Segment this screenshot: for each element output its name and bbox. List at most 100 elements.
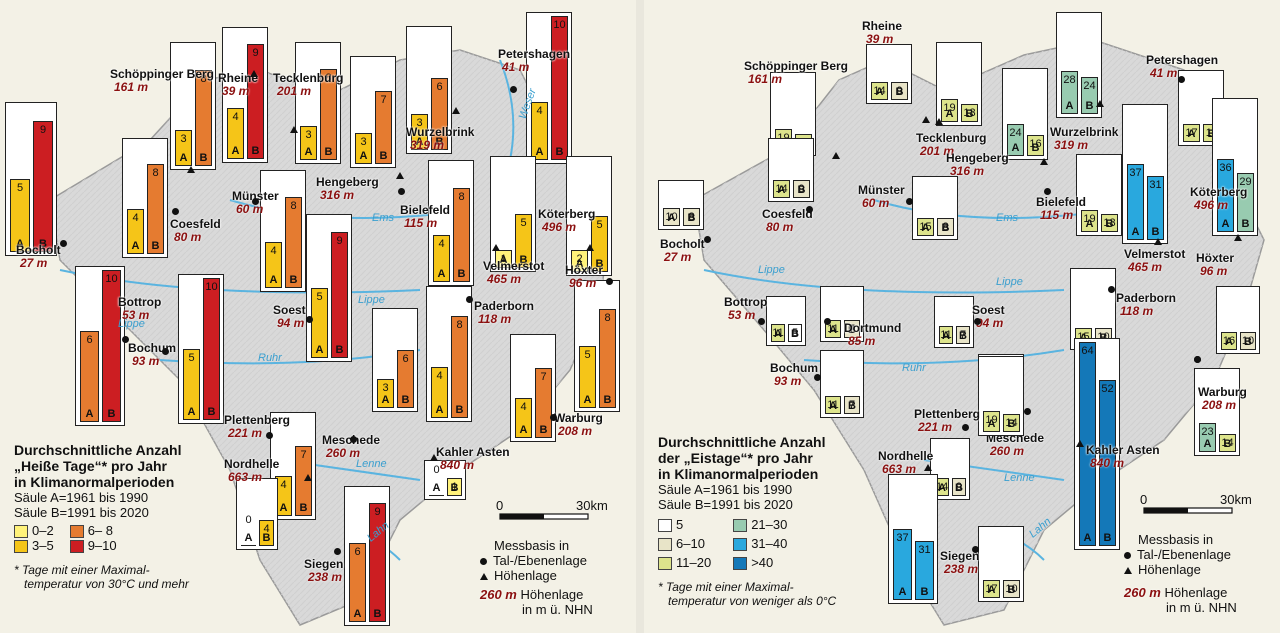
station-chart: 6 A 10 B [75, 266, 125, 426]
bar-value: 24 [1009, 127, 1022, 139]
class-label: 6–10 [676, 536, 705, 551]
bar-period-letter: B [1031, 142, 1040, 154]
bar-period-letter: A [131, 240, 140, 252]
bar-value: 23 [1201, 426, 1214, 438]
station-chart: 19 A 13 B [1076, 154, 1122, 236]
class-swatch [14, 525, 28, 539]
station-chart: 23 A 14 B [1194, 368, 1240, 456]
station-chart: 5 A 10 B [178, 274, 224, 424]
station-chart: 14 A 9 B [866, 44, 912, 104]
station-chart: 24 A 16 B [1002, 68, 1048, 160]
bar-value: 1 [451, 481, 458, 493]
bar-period-letter: B [379, 150, 388, 162]
bar-period-letter: B [207, 406, 216, 418]
elevation-triangle-icon [480, 573, 488, 580]
river-lippe-label: Lippe [758, 264, 785, 276]
bar-period-letter: B [373, 608, 382, 620]
station-chart: 14 A 9 B [768, 138, 814, 202]
station-elevation: 201 m [277, 84, 312, 98]
legend-classes: 5 6–10 11–20 21–30 31–40 >40 [658, 515, 836, 572]
bar-a: 14 A [773, 180, 790, 198]
station-name: Höxter [1196, 251, 1235, 265]
bar-value: 8 [604, 312, 611, 324]
valley-station-dot-icon [122, 336, 129, 343]
bar-value: 14 [1005, 417, 1018, 429]
station-name: Nordhelle [878, 449, 934, 463]
bar-value: 8 [942, 221, 949, 233]
station-name: Soest [972, 303, 1005, 317]
legend-messbasis: Messbasis in Tal-/Ebenenlage Höhenlage 2… [480, 538, 593, 617]
elevation-station-triangle-icon [1076, 440, 1084, 447]
bar-value: 29 [1239, 176, 1252, 188]
elevation-station-triangle-icon [492, 244, 500, 251]
bar-period-letter: B [1151, 226, 1160, 238]
legend-messbasis: Messbasis in Tal-/Ebenenlage Höhenlage 2… [1124, 532, 1237, 615]
bar-value: 19 [985, 414, 998, 426]
bar-value: 8 [200, 73, 207, 85]
bar-value: 14 [775, 183, 788, 195]
station-name: Bocholt [660, 237, 705, 251]
valley-station-dot-icon [1024, 408, 1031, 415]
station-name: Bielefeld [1036, 195, 1087, 209]
station-elevation: 115 m [404, 216, 438, 230]
bar-a: 11 A [771, 324, 785, 342]
class-label: 3–5 [32, 538, 54, 554]
bar-value: 6 [402, 353, 409, 365]
class-swatch [733, 519, 748, 533]
bar-value: 9 [798, 183, 805, 195]
station-elevation: 221 m [918, 420, 953, 434]
bar-b: 13 B [961, 104, 978, 122]
bar-value: 19 [1083, 213, 1096, 225]
bar-value: 8 [688, 211, 695, 223]
station-elevation: 93 m [132, 354, 160, 368]
bar-value: 7 [540, 371, 547, 383]
valley-station-dot-icon [334, 548, 341, 555]
bar-period-letter: A [244, 532, 253, 544]
class-label: 11–20 [676, 555, 712, 570]
legend-footnote: * Tage mit einer Maximal- temperatur von… [658, 580, 836, 608]
bar-period-letter: A [353, 608, 362, 620]
bar-value: 52 [1101, 383, 1114, 395]
bar-value: 8 [325, 72, 332, 84]
station-elevation: 840 m [1090, 456, 1125, 470]
station-elevation: 260 m [990, 444, 1025, 458]
bar-period-letter: B [848, 324, 856, 336]
valley-station-dot-icon [1108, 286, 1115, 293]
bar-value: 10 [1241, 335, 1255, 347]
bar-value: 28 [1063, 74, 1076, 86]
station-name: Rheine [862, 19, 903, 33]
station-elevation: 27 m [664, 250, 692, 264]
elev-example: 260 m [480, 587, 517, 602]
scale-end-number: 30 [1220, 492, 1235, 507]
bar-value: 31 [918, 544, 931, 556]
station-chart: 37 A 31 B [1122, 104, 1168, 244]
footnote-line: * Tage mit einer Maximal- [658, 580, 794, 594]
bar-b: 13 B [1101, 214, 1118, 232]
bar-value: 8 [456, 319, 463, 331]
bar-value: 7 [300, 449, 307, 461]
elevation-station-triangle-icon [1096, 100, 1104, 107]
station-name: Plettenberg [914, 407, 981, 421]
bar-period-letter: B [262, 532, 271, 544]
station-elevation: 161 m [114, 80, 149, 94]
valley-station-dot-icon [962, 424, 969, 431]
station-name: Köterberg [538, 207, 596, 221]
